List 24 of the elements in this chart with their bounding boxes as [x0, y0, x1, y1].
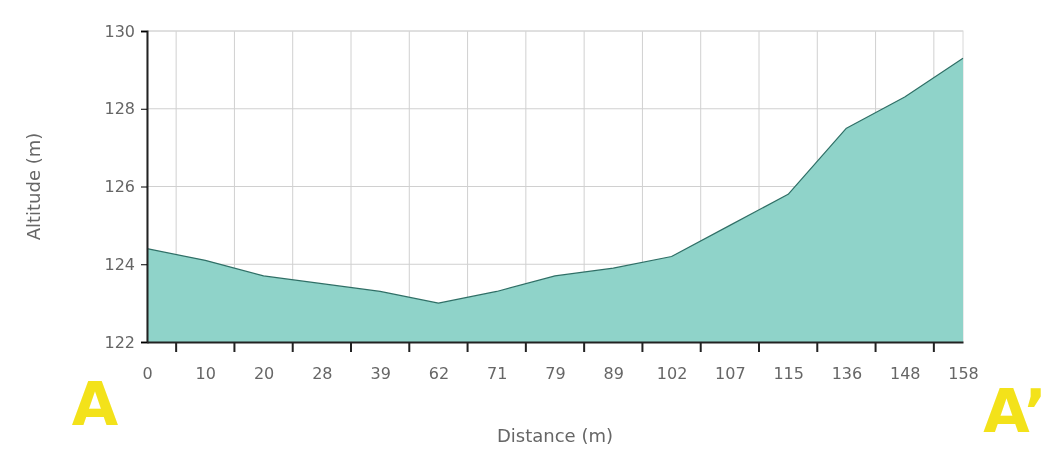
x-tick-label: 79 [545, 364, 566, 384]
x-tick-label: 20 [253, 364, 275, 384]
x-tick-label: 158 [948, 364, 979, 384]
y-tick-label: 124 [104, 254, 135, 274]
x-tick-label: 62 [428, 364, 450, 384]
y-tick-label: 122 [104, 332, 135, 352]
x-tick-label: 148 [889, 364, 921, 384]
x-tick-label: 0 [142, 364, 153, 384]
x-axis-title: Distance (m) [496, 425, 614, 446]
x-tick-label: 115 [773, 364, 804, 384]
y-tick-label: 128 [104, 99, 135, 119]
x-tick-label: 102 [656, 364, 688, 384]
x-tick-label: 28 [312, 364, 333, 384]
x-tick-label: 10 [195, 364, 216, 384]
y-axis-title: Altitude (m) [23, 132, 44, 241]
y-tick-label: 126 [104, 177, 135, 197]
y-tick-label: 130 [104, 21, 135, 41]
text: A [71, 369, 119, 439]
text: A’ [983, 376, 1044, 446]
x-tick-label: 71 [487, 364, 508, 384]
x-tick-label: 136 [831, 364, 863, 384]
x-tick-label: 107 [715, 364, 746, 384]
x-tick-label: 89 [603, 364, 624, 384]
x-tick-label: 39 [370, 364, 391, 384]
